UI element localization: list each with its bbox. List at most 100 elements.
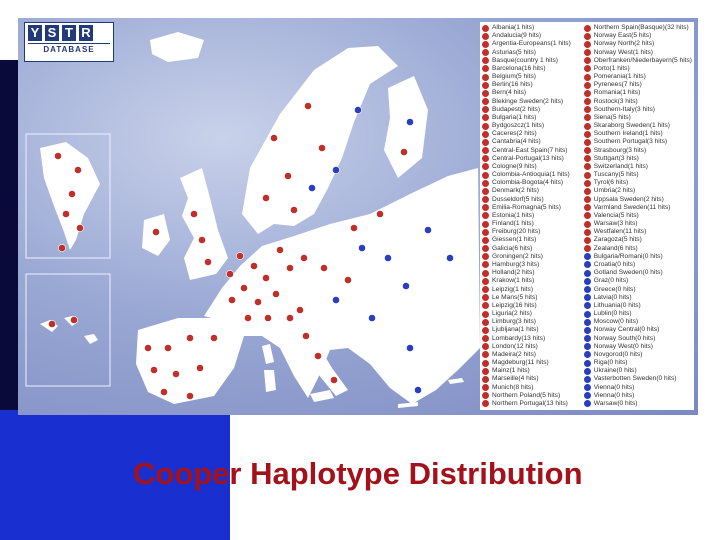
legend-marker-icon — [583, 343, 591, 351]
legend-marker-icon — [482, 277, 489, 285]
legend-marker-icon — [583, 375, 591, 383]
legend-label: Limburg(3 hits) — [492, 318, 536, 326]
legend-marker-icon — [583, 32, 591, 40]
legend-label: Tyrol(6 hits) — [593, 179, 629, 187]
map-marker-red — [376, 210, 384, 218]
legend-label: Freiburg(20 hits) — [492, 228, 541, 236]
legend-label: Le Mans(5 hits) — [492, 293, 538, 301]
legend-column-left: Albania(1 hits) Andalucia(9 hits) Argentia… — [482, 24, 584, 408]
legend-label: Budapest(2 hits) — [492, 105, 541, 113]
map-marker-red — [76, 224, 84, 232]
legend-entry: Finland(1 hits) — [482, 220, 584, 228]
legend-marker-icon — [482, 220, 489, 228]
logo-letter-r: R — [79, 25, 93, 41]
legend-marker-icon — [482, 375, 489, 383]
legend-marker-icon — [482, 367, 489, 375]
legend-entry: Greece(0 hits) — [583, 286, 692, 294]
legend-marker-icon — [583, 302, 591, 310]
map-marker-red — [318, 144, 326, 152]
legend-marker-icon — [482, 179, 489, 187]
europe-map: Y S T R DATABASE Albania(1 hits) Andaluci… — [18, 18, 698, 415]
legend-marker-icon — [583, 277, 591, 285]
legend-label: Asturias(5 hits) — [492, 48, 536, 56]
legend-entry: Northern Spain(Basque)(32 hits) — [583, 24, 692, 32]
iberia-land — [136, 318, 244, 404]
legend-entry: Emilia-Romagna(5 hits) — [482, 204, 584, 212]
legend-entry: Berlin(16 hits) — [482, 81, 584, 89]
legend-marker-icon — [583, 261, 591, 269]
south-america-inset-frame — [25, 133, 111, 259]
map-marker-red — [286, 314, 294, 322]
legend-label: Mainz(1 hits) — [492, 367, 530, 375]
legend-entry: Marseille(4 hits) — [482, 375, 584, 383]
map-marker-red — [262, 194, 270, 202]
legend-label: Valencia(5 hits) — [593, 211, 639, 219]
legend-label: Bulgaria/Romani(0 hits) — [593, 252, 663, 260]
legend-marker-icon — [583, 318, 591, 326]
map-marker-red — [152, 228, 160, 236]
legend-marker-icon — [482, 106, 489, 114]
legend-entry: Krakow(1 hits) — [482, 277, 584, 285]
legend-marker-icon — [482, 138, 489, 146]
legend-label: Argentia-Europeans(1 hits) — [492, 40, 571, 48]
legend-entry: Switzerland(1 hits) — [583, 163, 692, 171]
map-marker-red — [210, 334, 218, 342]
legend-label: Finland(1 hits) — [492, 220, 534, 228]
legend-label: Warsaw(3 hits) — [593, 220, 638, 228]
legend-label: Munich(8 hits) — [492, 383, 534, 391]
great-britain-land — [180, 168, 228, 280]
legend-marker-icon — [583, 187, 591, 195]
map-marker-red — [244, 314, 252, 322]
legend-entry: Central-East Spain(7 hits) — [482, 147, 584, 155]
legend-marker-icon — [583, 138, 591, 146]
legend-marker-icon — [482, 318, 489, 326]
legend-entry: Belgium(5 hits) — [482, 73, 584, 81]
legend-entry: Magdeburg(11 hits) — [482, 359, 584, 367]
legend-label: Warsaw(0 hits) — [593, 399, 638, 407]
legend-entry: Skaraborg Sweden(1 hits) — [583, 122, 692, 130]
legend-entry: Warsaw(3 hits) — [583, 220, 692, 228]
legend-entry: Gotland Sweden(0 hits) — [583, 269, 692, 277]
legend-marker-icon — [482, 310, 489, 318]
legend-marker-icon — [482, 122, 489, 130]
islands-land — [40, 316, 98, 344]
legend-entry: Asturias(5 hits) — [482, 49, 584, 57]
legend-marker-icon — [583, 220, 591, 228]
legend-entry: Lombardy(13 hits) — [482, 335, 584, 343]
legend-label: Groningen(2 hits) — [492, 252, 543, 260]
legend-label: Norway Central(0 hits) — [593, 326, 660, 334]
legend-label: Norway North(2 hits) — [593, 40, 655, 48]
legend-entry: Pyrenees(7 hits) — [583, 81, 692, 89]
map-marker-red — [314, 352, 322, 360]
map-marker-red — [204, 258, 212, 266]
legend-entry: Latvia(0 hits) — [583, 293, 692, 302]
legend-label: Latvia(0 hits) — [593, 293, 632, 301]
legend-entry: Graz(0 hits) — [583, 277, 692, 285]
legend-label: Albania(1 hits) — [492, 24, 535, 31]
legend-label: Norway West(1 hits) — [593, 48, 653, 56]
legend-label: Emilia-Romagna(5 hits) — [492, 203, 561, 211]
legend-entry: Denmark(2 hits) — [482, 187, 584, 195]
legend-marker-icon — [583, 269, 591, 277]
map-marker-red — [300, 254, 308, 262]
map-marker-blue — [332, 296, 340, 304]
legend-entry: Tyrol(6 hits) — [583, 179, 692, 187]
legend-entry: Norway West(0 hits) — [583, 343, 692, 351]
map-marker-red — [190, 210, 198, 218]
legend-marker-icon — [482, 326, 489, 334]
legend-marker-icon — [482, 81, 489, 89]
map-marker-red — [400, 148, 408, 156]
map-marker-red — [164, 344, 172, 352]
map-marker-blue — [384, 254, 392, 262]
map-marker-red — [198, 236, 206, 244]
legend-label: Moscow(0 hits) — [593, 318, 639, 326]
legend-marker-icon — [482, 49, 489, 57]
legend-marker-icon — [482, 392, 489, 400]
legend-marker-icon — [482, 261, 489, 269]
legend-entry: Romania(1 hits) — [583, 89, 692, 97]
legend-label: Lombardy(13 hits) — [492, 334, 546, 342]
map-marker-red — [74, 166, 82, 174]
legend-entry: Bern(4 hits) — [482, 89, 584, 97]
legend-marker-icon — [482, 384, 489, 392]
map-marker-red — [172, 370, 180, 378]
